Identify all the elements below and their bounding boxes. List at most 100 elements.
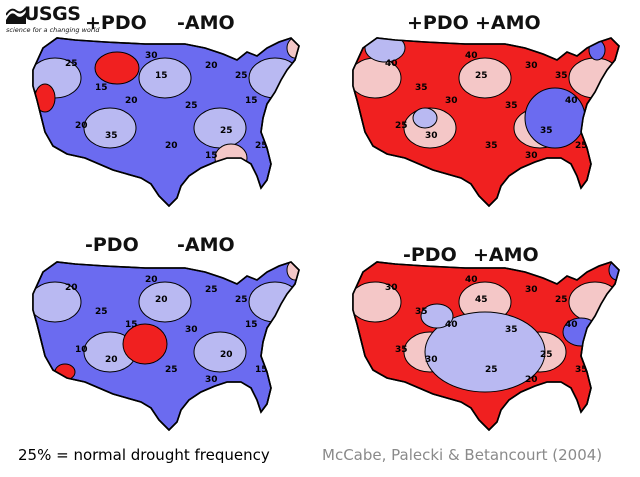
usgs-wordmark: USGS <box>24 3 81 25</box>
contour-label: 25 <box>65 59 78 69</box>
contour-label: 35 <box>540 126 553 136</box>
contour-label: 20 <box>125 96 138 106</box>
contour-label: 35 <box>395 345 408 355</box>
frequency-region <box>138 57 192 99</box>
contour-label: 25 <box>475 71 488 81</box>
contour-label: 30 <box>525 151 538 161</box>
contour-label: 20 <box>205 61 218 71</box>
us-border <box>32 37 300 208</box>
frequency-region <box>458 57 512 99</box>
map-panel-neg-pdo-neg-amo: 20 25 15 20 30 25 20 15 10 20 25 30 15 20 25 -PDO -AMO <box>5 232 315 447</box>
contour-label: 15 <box>125 320 138 330</box>
contour-label: 30 <box>205 375 218 385</box>
contour-label: 35 <box>415 83 428 93</box>
frequency-pocket <box>262 331 292 357</box>
panel-pdo-label: +PDO <box>85 12 147 34</box>
contour-label: 20 <box>525 375 538 385</box>
frequency-pocket <box>286 262 299 281</box>
contour-label: 15 <box>245 96 258 106</box>
contour-label: 15 <box>205 151 218 161</box>
contour-label: 20 <box>220 350 233 360</box>
drought-map-3: 20 25 15 20 30 25 20 15 10 20 25 30 15 20 25 <box>32 261 300 432</box>
contour-label: 30 <box>185 325 198 335</box>
contour-label: 20 <box>75 121 88 131</box>
contour-label: 30 <box>525 61 538 71</box>
contour-label: 30 <box>445 96 458 106</box>
frequency-pocket <box>420 303 454 329</box>
panel-amo-label: +AMO <box>475 12 541 34</box>
contour-label: 30 <box>425 355 438 365</box>
citation: McCabe, Palecki & Betancourt (2004) <box>322 446 603 464</box>
frequency-pocket <box>412 107 438 129</box>
contour-label: 40 <box>445 320 458 330</box>
contour-label: 25 <box>185 101 198 111</box>
contour-label: 30 <box>145 51 158 61</box>
contour-label: 40 <box>565 320 578 330</box>
contour-label: 35 <box>415 307 428 317</box>
contour-label: 25 <box>235 295 248 305</box>
contour-label: 15 <box>255 365 268 375</box>
contour-label: 35 <box>575 365 588 375</box>
panel-pdo-label: -PDO <box>403 244 457 266</box>
contour-label: 45 <box>475 295 488 305</box>
contour-label: 25 <box>485 365 498 375</box>
contour-label: 30 <box>425 131 438 141</box>
map-panel-neg-pdo-pos-amo: 30 35 40 45 35 30 25 40 35 30 25 20 35 40 25 -PDO +AMO <box>325 232 635 447</box>
contour-label: 15 <box>155 71 168 81</box>
contour-label: 25 <box>235 71 248 81</box>
frequency-region <box>138 281 192 323</box>
frequency-region <box>33 281 82 323</box>
contour-label: 40 <box>465 51 478 61</box>
contour-label: 25 <box>205 285 218 295</box>
usgs-wave-icon <box>6 7 27 24</box>
contour-label: 40 <box>385 59 398 69</box>
contour-label: 35 <box>505 325 518 335</box>
contour-label: 20 <box>65 283 78 293</box>
contour-label: 25 <box>95 307 108 317</box>
contour-label: 40 <box>465 275 478 285</box>
contour-label: 20 <box>165 141 178 151</box>
contour-label: 35 <box>555 71 568 81</box>
us-border <box>352 37 620 208</box>
frequency-region <box>83 107 137 149</box>
contour-label: 40 <box>565 96 578 106</box>
map-panel-pos-pdo-neg-amo: 25 15 20 15 25 20 25 15 20 35 20 15 25 30 25 +PDO -AMO <box>5 8 315 223</box>
contour-label: 25 <box>575 141 588 151</box>
contour-label: 35 <box>505 101 518 111</box>
contour-label: 10 <box>75 345 88 355</box>
frequency-pocket <box>122 323 168 365</box>
contour-label: 25 <box>255 141 268 151</box>
usgs-logo: USGS science for a changing world <box>6 3 100 38</box>
contour-label: 25 <box>540 350 553 360</box>
us-border <box>352 261 620 432</box>
contour-label: 35 <box>105 131 118 141</box>
usgs-tagline: science for a changing world <box>6 26 100 34</box>
frequency-pocket <box>424 311 546 393</box>
contour-label: 20 <box>105 355 118 365</box>
drought-map-1: 25 15 20 15 25 20 25 15 20 35 20 15 25 30 25 <box>32 37 300 208</box>
contour-label: 35 <box>485 141 498 151</box>
panel-amo-label: +AMO <box>473 244 539 266</box>
frequency-pocket <box>94 51 140 85</box>
contour-label: 25 <box>165 365 178 375</box>
panel-amo-label: -AMO <box>177 234 235 256</box>
us-border <box>32 261 300 432</box>
contour-label: 30 <box>385 283 398 293</box>
frequency-region <box>193 331 247 373</box>
frequency-pocket <box>34 83 56 113</box>
drought-map-2: 40 35 30 25 35 30 35 40 25 30 35 30 25 40 35 <box>352 37 620 208</box>
contour-label: 25 <box>555 295 568 305</box>
frequency-pocket <box>364 38 406 63</box>
contour-label: 20 <box>145 275 158 285</box>
contour-label: 25 <box>220 126 233 136</box>
contour-label: 20 <box>155 295 168 305</box>
contour-label: 25 <box>395 121 408 131</box>
contour-label: 15 <box>95 83 108 93</box>
frequency-region <box>353 281 402 323</box>
panel-pdo-label: -PDO <box>85 234 139 256</box>
contour-label: 30 <box>525 285 538 295</box>
contour-label: 15 <box>245 320 258 330</box>
panel-amo-label: -AMO <box>177 12 235 34</box>
drought-map-4: 30 35 40 45 35 30 25 40 35 30 25 20 35 40 25 <box>352 261 620 432</box>
normal-frequency-note: 25% = normal drought frequency <box>18 446 270 464</box>
